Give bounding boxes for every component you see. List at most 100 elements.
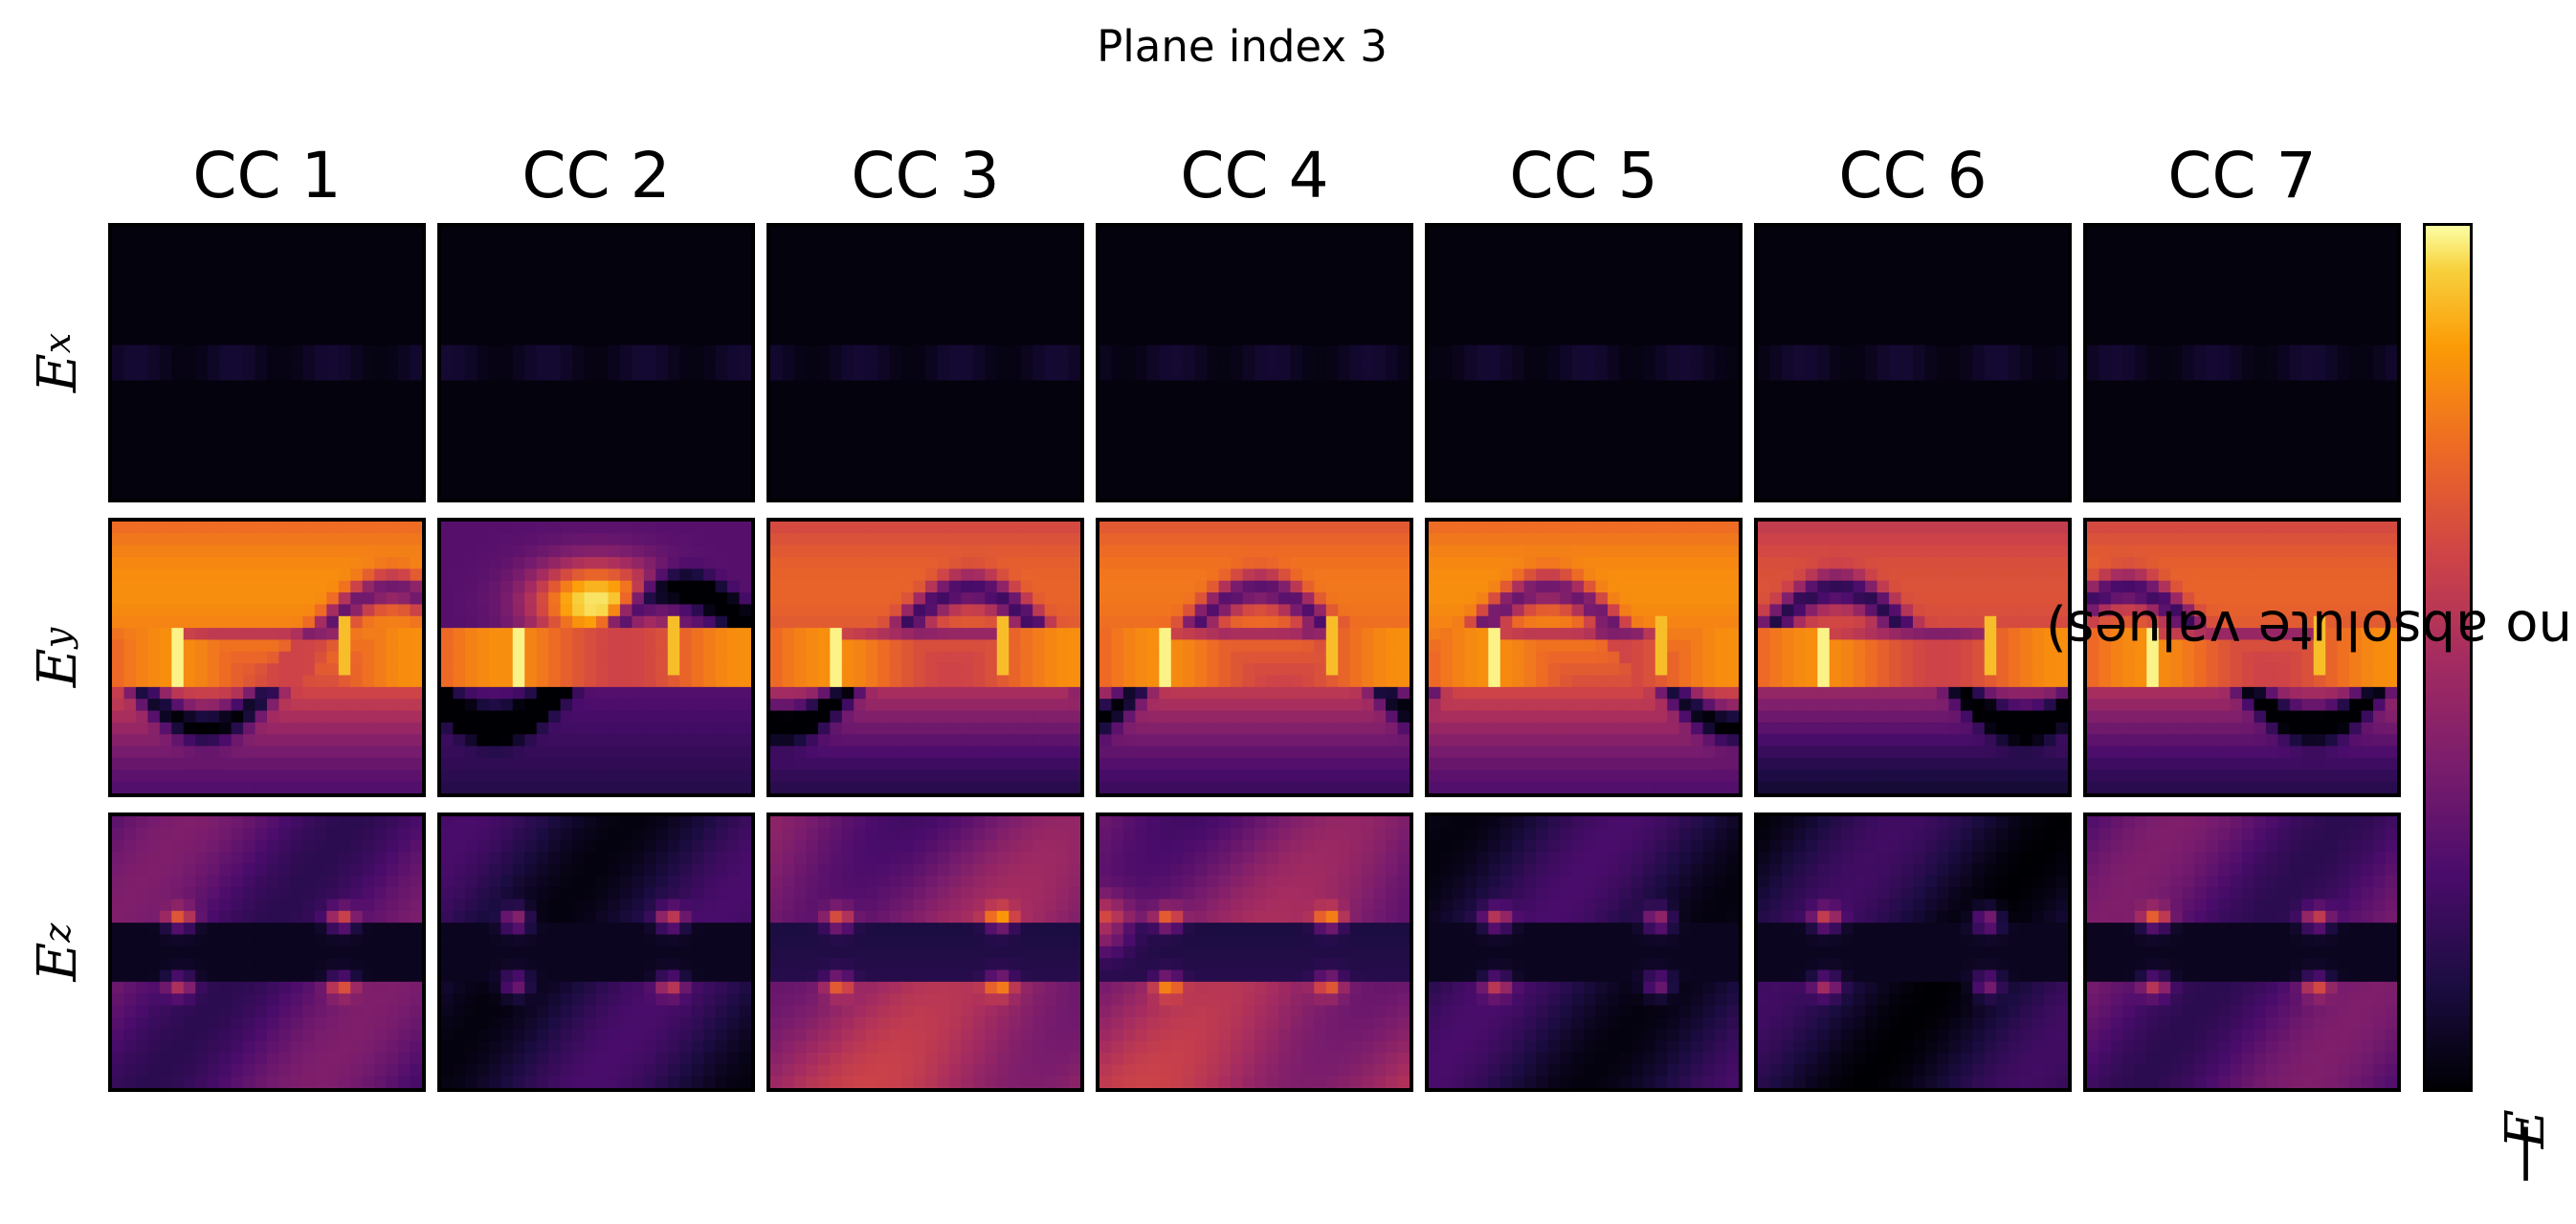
heatmap-cell [512,298,525,311]
heatmap-cell [290,404,304,417]
heatmap-cell [619,321,633,334]
heatmap-cell [2206,451,2219,464]
heatmap-cell [488,475,501,488]
heatmap-cell [1631,462,1644,476]
heatmap-cell [667,227,680,239]
heatmap-cell [2373,415,2387,429]
heatmap-cell [290,274,304,287]
heatmap-cell [1523,368,1537,382]
heatmap-cell [877,262,891,276]
heatmap-cell [655,321,669,334]
heatmap-cell [362,769,375,783]
heatmap-cell [362,333,375,346]
heatmap-cell [1476,475,1489,488]
heatmap-cell [2087,415,2100,429]
heatmap-cell [2325,227,2339,239]
heatmap-cell [524,333,538,346]
heatmap-cell [195,580,209,593]
heatmap-cell [548,522,562,534]
heatmap-cell [477,391,490,405]
heatmap-cell [231,663,244,677]
heatmap-cell [183,345,196,358]
heatmap-cell [464,475,478,488]
heatmap-cell [1044,391,1057,405]
heatmap-cell [572,345,586,358]
heatmap-cell [782,439,795,453]
heatmap-cell [830,274,843,287]
heatmap-cell [410,368,422,382]
heatmap-cell [255,722,268,735]
heatmap-cell [1960,298,1973,311]
heatmap-cell [171,274,185,287]
heatmap-cell [1159,309,1172,323]
heatmap-cell [1571,345,1585,358]
heatmap-cell [195,522,209,534]
heatmap-cell [2099,439,2112,453]
heatmap-cell [961,380,974,393]
heatmap-cell [1643,427,1656,440]
heatmap-cell [1218,333,1232,346]
heatmap-cell [1595,475,1609,488]
heatmap-cell [1277,475,1292,488]
heatmap-cell [841,404,855,417]
heatmap-cell [135,391,149,405]
heatmap-cell [1464,404,1477,417]
heatmap-cell [1547,285,1561,299]
heatmap-cell [1033,345,1046,358]
heatmap-cell [1889,462,1902,476]
heatmap-cell [1948,285,1962,299]
heatmap-cell [2194,309,2208,323]
heatmap-cell [877,238,891,252]
heatmap-cell [441,462,455,476]
heatmap-cell [1242,475,1255,488]
heatmap-cell [1793,451,1807,464]
heatmap-cell [441,451,455,464]
heatmap-cell [524,545,538,558]
heatmap-cell [278,710,292,723]
heatmap-cell [727,238,741,252]
heatmap-cell [996,462,1010,476]
heatmap-cell [1499,391,1513,405]
heatmap-cell [243,628,256,641]
heatmap-cell [1301,404,1315,417]
heatmap-cell [488,404,501,417]
heatmap-cell [1889,427,1902,440]
heatmap-cell [302,321,316,334]
heatmap-cell [2361,345,2374,358]
heatmap-cell [679,321,693,334]
heatmap-cell [500,333,514,346]
heatmap-cell [278,769,292,783]
heatmap-cell [398,781,411,793]
heatmap-cell [806,356,819,369]
heatmap-cell [1512,285,1525,299]
heatmap-cell [1290,285,1303,299]
heatmap-cell [793,451,808,464]
heatmap-cell [1924,285,1938,299]
heatmap-cell [1440,285,1454,299]
heatmap-cell [171,699,185,712]
heatmap-cell [374,639,388,653]
heatmap-cell [477,250,490,263]
heatmap-cell [453,238,466,252]
heatmap-cell [374,663,388,677]
heatmap-image [441,227,751,499]
heatmap-cell [739,368,751,382]
heatmap-cell [1440,321,1454,334]
heatmap-cell [1924,451,1938,464]
heatmap-cell [1829,415,1842,429]
heatmap-cell [255,486,268,499]
heatmap-cell [1207,238,1220,252]
heatmap-cell [806,486,819,499]
heatmap-cell [278,722,292,735]
heatmap-cell [135,651,149,664]
heatmap-cell [1499,415,1513,429]
heatmap-cell [1948,451,1962,464]
heatmap-cell [1984,309,1997,323]
heatmap-cell [290,710,304,723]
heatmap-cell [1033,462,1046,476]
heatmap-cell [1678,262,1692,276]
heatmap-cell [1889,274,1902,287]
heatmap-cell [2289,486,2302,499]
heatmap-cell [1255,404,1268,417]
heatmap-cell [2110,451,2124,464]
